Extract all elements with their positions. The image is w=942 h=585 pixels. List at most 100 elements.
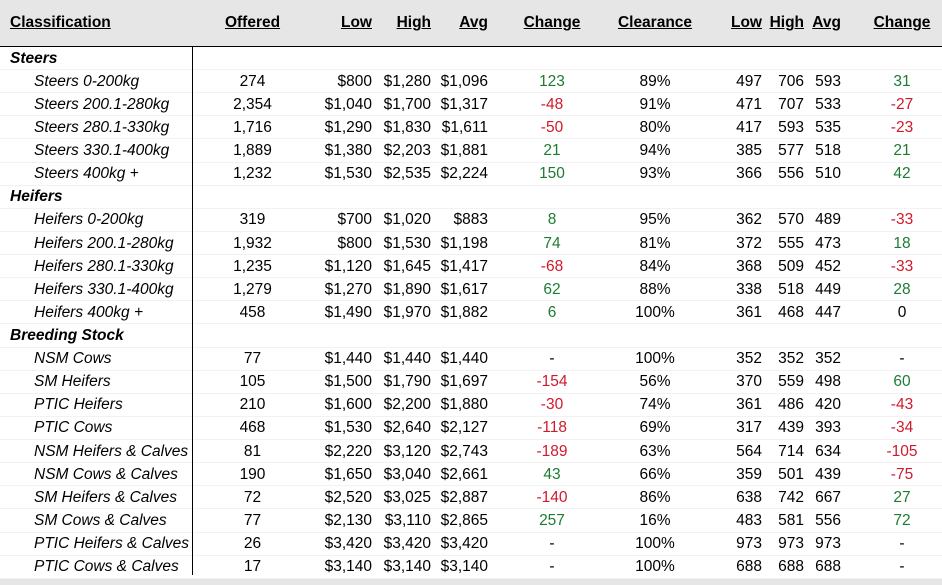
row-change-cents: -33 bbox=[890, 211, 914, 229]
row-avg-cents: 473 bbox=[815, 234, 841, 252]
row-avg-cents: 498 bbox=[815, 373, 841, 391]
row-clearance: 100% bbox=[635, 558, 675, 576]
section-header-row: Steers bbox=[0, 47, 942, 71]
row-offered: 274 bbox=[239, 72, 266, 90]
row-avg-price: $2,887 bbox=[440, 488, 488, 506]
table-row: SM Heifers & Calves 72 $2,520 $3,025 $2,887 -… bbox=[0, 486, 942, 510]
row-change: -140 bbox=[536, 488, 568, 506]
row-avg-cents: 452 bbox=[815, 257, 841, 275]
row-classification: SM Heifers bbox=[34, 373, 111, 391]
row-clearance: 80% bbox=[639, 118, 671, 136]
row-change: 21 bbox=[543, 142, 561, 160]
row-low-cents: 368 bbox=[736, 257, 762, 275]
row-avg-cents: 489 bbox=[815, 211, 841, 229]
row-high-cents: 439 bbox=[778, 419, 804, 437]
header-high-cents: High bbox=[769, 14, 804, 31]
row-low-cents: 688 bbox=[736, 558, 762, 576]
row-high-cents: 559 bbox=[778, 373, 804, 391]
header-low-cents: Low bbox=[731, 14, 762, 31]
row-low-price: $1,500 bbox=[324, 373, 372, 391]
row-classification: SM Heifers & Calves bbox=[34, 488, 177, 506]
table-row: Heifers 280.1-330kg 1,235 $1,120 $1,645 $1,4… bbox=[0, 255, 942, 279]
row-clearance: 93% bbox=[639, 165, 671, 183]
row-change: 8 bbox=[547, 211, 557, 229]
row-low-price: $2,220 bbox=[324, 442, 372, 460]
row-high-price: $1,280 bbox=[383, 72, 431, 90]
row-high-cents: 486 bbox=[778, 396, 804, 414]
header-avg-cents: Avg bbox=[812, 14, 841, 31]
row-low-price: $1,270 bbox=[324, 280, 372, 298]
row-change-cents: -23 bbox=[890, 118, 914, 136]
header-low: Low bbox=[341, 14, 372, 31]
row-avg-cents: 688 bbox=[815, 558, 841, 576]
row-clearance: 63% bbox=[639, 442, 671, 460]
row-offered: 1,889 bbox=[233, 142, 272, 160]
row-classification: Heifers 280.1-330kg bbox=[34, 257, 174, 275]
row-avg-cents: 593 bbox=[815, 72, 841, 90]
table-row: SM Cows & Calves 77 $2,130 $3,110 $2,865 257 1… bbox=[0, 509, 942, 533]
row-high-cents: 593 bbox=[778, 118, 804, 136]
header-clearance: Clearance bbox=[617, 14, 693, 31]
section-title: Heifers bbox=[10, 188, 63, 206]
row-high-price: $1,440 bbox=[383, 350, 431, 368]
header-offered: Offered bbox=[224, 14, 281, 31]
row-change-cents: 28 bbox=[893, 280, 911, 298]
row-high-cents: 714 bbox=[778, 442, 804, 460]
row-classification: Steers 330.1-400kg bbox=[34, 142, 170, 160]
row-change-cents: 18 bbox=[893, 234, 911, 252]
row-avg-cents: 556 bbox=[815, 511, 841, 529]
row-offered: 81 bbox=[243, 442, 262, 460]
row-avg-price: $1,617 bbox=[440, 280, 488, 298]
row-avg-price: $2,224 bbox=[440, 165, 488, 183]
row-avg-cents: 518 bbox=[815, 142, 841, 160]
row-offered: 1,932 bbox=[233, 234, 272, 252]
row-low-cents: 417 bbox=[736, 118, 762, 136]
row-offered: 72 bbox=[243, 488, 262, 506]
row-change-cents: -43 bbox=[890, 396, 914, 414]
row-classification: Heifers 0-200kg bbox=[34, 211, 144, 229]
row-low-price: $3,140 bbox=[324, 558, 372, 576]
section-title: Steers bbox=[10, 49, 58, 67]
row-low-price: $2,130 bbox=[324, 511, 372, 529]
row-clearance: 100% bbox=[635, 303, 675, 321]
row-avg-cents: 510 bbox=[815, 165, 841, 183]
row-change-cents: 21 bbox=[893, 142, 911, 160]
row-low-cents: 497 bbox=[736, 72, 762, 90]
row-change-cents: 60 bbox=[893, 373, 911, 391]
row-offered: 458 bbox=[239, 303, 266, 321]
row-change: - bbox=[549, 535, 555, 553]
table-row: NSM Heifers & Calves 81 $2,220 $3,120 $2,743… bbox=[0, 440, 942, 464]
row-change: 150 bbox=[539, 165, 565, 183]
row-high-cents: 352 bbox=[778, 350, 804, 368]
row-high-price: $3,110 bbox=[384, 511, 431, 529]
row-change-cents: -33 bbox=[890, 257, 914, 275]
row-low-cents: 564 bbox=[736, 442, 762, 460]
table-row: Heifers 0-200kg 319 $700 $1,020 $883 8 95% 362 5… bbox=[0, 208, 942, 233]
row-classification: PTIC Cows & Calves bbox=[34, 558, 179, 576]
table-row: SM Heifers 105 $1,500 $1,790 $1,697 -154 56% 37… bbox=[0, 370, 942, 394]
row-avg-cents: 533 bbox=[815, 95, 841, 113]
table-row: Steers 280.1-330kg 1,716 $1,290 $1,830 $1,61… bbox=[0, 116, 942, 140]
row-change-cents: 0 bbox=[897, 303, 907, 321]
table-row: PTIC Heifers 210 $1,600 $2,200 $1,880 -30 74% 3… bbox=[0, 393, 942, 418]
row-classification: PTIC Cows bbox=[34, 419, 113, 437]
row-avg-price: $1,317 bbox=[440, 95, 488, 113]
row-change-cents: 31 bbox=[893, 72, 911, 90]
row-change: -48 bbox=[540, 95, 564, 113]
row-change: 6 bbox=[547, 303, 557, 321]
row-high-cents: 973 bbox=[778, 535, 804, 553]
row-low-cents: 362 bbox=[736, 211, 762, 229]
row-low-cents: 483 bbox=[736, 511, 762, 529]
row-high-price: $1,890 bbox=[383, 280, 431, 298]
row-avg-cents: 420 bbox=[815, 396, 841, 414]
row-low-cents: 471 bbox=[736, 95, 762, 113]
row-low-price: $1,440 bbox=[324, 350, 372, 368]
row-avg-cents: 439 bbox=[815, 465, 841, 483]
row-avg-price: $1,880 bbox=[440, 396, 488, 414]
row-low-cents: 973 bbox=[736, 535, 762, 553]
table-row: PTIC Cows & Calves 17 $3,140 $3,140 $3,140 - 1… bbox=[0, 555, 942, 579]
row-high-price: $1,700 bbox=[383, 95, 431, 113]
section-header-row: Breeding Stock bbox=[0, 324, 942, 348]
row-change-cents: 42 bbox=[893, 165, 911, 183]
row-avg-price: $3,420 bbox=[440, 535, 488, 553]
